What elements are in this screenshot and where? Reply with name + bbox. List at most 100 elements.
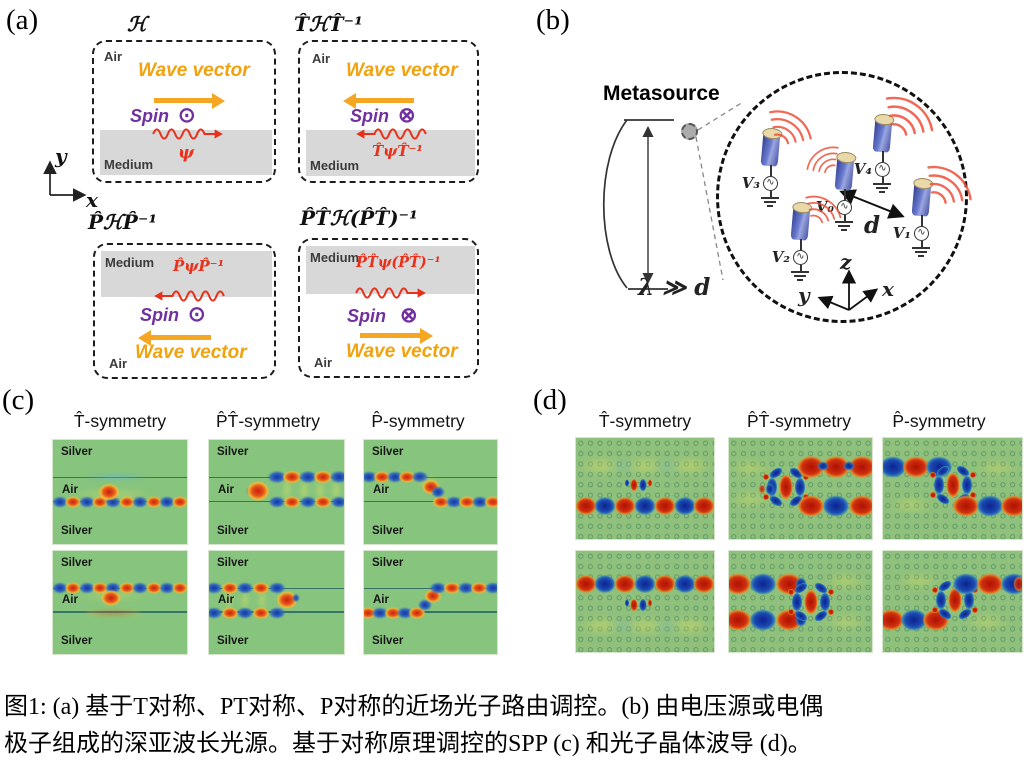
pt-symmetry-title: P̂T̂-symmetry [215,411,321,431]
psi-wave-icon [154,290,225,302]
caption-line-2: 极子组成的深亚波长光源。基于对称原理调控的SPP (c) 和光子晶体波导 (d)… [4,731,812,757]
medium-label: Medium [104,157,154,172]
field-blob [418,599,432,611]
panel-c-tag: (c) [2,384,35,416]
field-blob [119,496,135,508]
pt-symmetry-title: P̂T̂-symmetry [746,411,852,431]
field-blob [101,590,121,606]
wave-vector-arrow-right-icon [154,92,225,109]
wire [770,191,772,197]
field-blob [664,616,714,635]
wavelength-envelope-icon [602,119,674,290]
wire [921,241,923,247]
field-blob [576,616,626,635]
field-blob [977,495,1003,516]
field-blob [948,588,962,613]
air-label: Air [312,51,331,66]
field-blob [485,582,497,594]
photonic-crystal-field-plot [728,550,873,653]
field-blob [292,594,300,603]
wave-vector-arrow-left-icon [356,98,414,103]
silver-region-label: Silver [372,557,404,569]
field-blob [372,607,389,619]
medium-label: Medium [310,158,360,173]
field-blob [932,587,939,594]
field-blob [654,497,675,515]
field-blob [795,478,806,497]
silver-region-label: Silver [61,525,93,537]
field-blob [848,456,872,478]
field-blob [827,608,834,615]
medium-region: Medium P̂T̂ψ(P̂T̂)⁻¹ [306,246,475,294]
spin-out-of-plane-icon: ⊙ [178,104,196,127]
field-blob [929,492,936,499]
field-blob [694,575,714,593]
field-blob [431,486,445,498]
wire [844,189,846,200]
silver-region-label: Silver [61,635,93,647]
air-region-label: Air [373,594,389,607]
field-blob [823,613,870,630]
psi-label: T̂ψT̂⁻¹ [372,142,423,160]
field-blob [973,460,1020,477]
field-blob [364,471,378,483]
field-blob [299,496,316,508]
metal-interface-line [364,611,497,613]
ground-icon [873,183,891,195]
pt-transform-box: Medium P̂T̂ψ(P̂T̂)⁻¹ Spin ⊗ Wave vector … [298,238,479,378]
medium-label: Medium [310,250,360,265]
field-blob [849,495,872,516]
separation-d-arrow-icon [839,189,905,219]
medium-region: Medium [100,130,272,175]
air-region-label: Air [373,483,389,496]
z-axis-label: z [840,250,852,274]
field-blob [630,598,638,611]
panel-b-tag: (b) [536,4,570,36]
field-blob [299,476,308,503]
field-blob [92,496,108,508]
panel-d-tag: (d) [533,384,567,416]
field-blob [630,479,638,492]
spin-label: Spin [140,305,179,325]
spin-label: Spin [347,306,386,326]
field-blob [615,497,636,515]
photonic-crystal-field-plot [575,437,715,540]
field-blob [314,470,333,483]
voltage-label: V₃ [741,174,760,192]
p-transform-box: Medium P̂ψP̂⁻¹ Spin ⊙ Wave vector Air [93,243,276,379]
panel-a-tag: (a) [6,4,39,36]
psi-wave-icon [356,128,427,140]
field-blob [53,582,68,594]
field-blob [53,496,68,508]
field-blob [79,496,94,508]
field-blob [159,496,175,508]
field-blob [674,497,695,515]
field-blob [674,575,695,593]
field-blob [758,484,765,493]
wire [800,265,802,271]
wave-vector-label: Wave vector [135,342,247,363]
psi-label: P̂T̂ψ(P̂T̂)⁻¹ [356,254,441,271]
y-axis-label: y [798,283,810,307]
field-blob [798,495,823,516]
field-blob [268,582,285,594]
medium-region: Medium [306,130,475,176]
wave-vector-label: Wave vector [138,60,250,81]
field-blob [729,460,774,477]
field-blob [92,582,108,594]
field-blob [766,483,775,494]
field-blob [433,496,450,508]
field-blob [946,473,959,498]
field-blob [625,479,630,487]
metasource-zoom-circle [716,71,968,323]
field-blob [953,574,979,595]
photonic-crystal-field-plot [728,437,873,540]
ground-icon [912,247,930,259]
field-blob [803,474,810,481]
psi-wave-icon [152,128,223,140]
caption-line-1: 图1: (a) 基于T对称、PT对称、P对称的近场光子路由调控。(b) 由电压源… [4,694,824,720]
wire [921,215,923,226]
field-blob [969,492,976,499]
silver-region-label: Silver [217,525,249,537]
